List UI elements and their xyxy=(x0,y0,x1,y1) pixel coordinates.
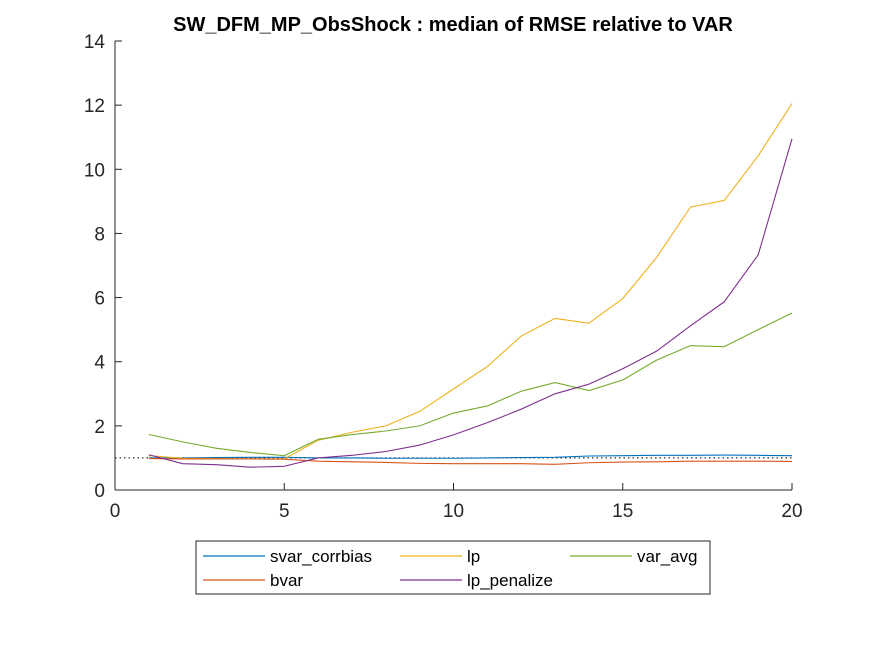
y-tick-label: 14 xyxy=(84,32,106,53)
x-tick-label: 0 xyxy=(110,501,121,522)
series-line-svar-corrbias xyxy=(148,454,793,459)
legend-box xyxy=(195,540,711,595)
y-tick-label: 6 xyxy=(94,289,105,310)
chart-title: SW_DFM_MP_ObsShock : median of RMSE rela… xyxy=(173,14,733,36)
legend-label: lp_penalize xyxy=(467,571,553,590)
y-tick-label: 2 xyxy=(94,417,105,438)
legend-label: lp xyxy=(467,547,480,566)
y-tick-label: 8 xyxy=(94,224,105,245)
legend-label: var_avg xyxy=(637,547,697,566)
y-tick-label: 4 xyxy=(94,353,105,374)
y-tick-label: 0 xyxy=(94,481,105,502)
x-tick-label: 5 xyxy=(279,501,290,522)
series-line-lp-penalize xyxy=(148,138,793,468)
y-tick-label: 12 xyxy=(84,96,105,117)
series-line-var-avg xyxy=(148,312,793,457)
series-line-bvar xyxy=(148,458,793,465)
x-tick-label: 10 xyxy=(443,501,464,522)
axes: 0 5 10 15 20 0 2 4 6 8 10 12 14 xyxy=(84,32,803,522)
plot-area xyxy=(115,103,793,468)
legend-label: bvar xyxy=(270,571,303,590)
legend-label: svar_corrbias xyxy=(270,547,372,566)
x-tick-label: 15 xyxy=(612,501,633,522)
y-tick-label: 10 xyxy=(84,160,105,181)
x-tick-label: 20 xyxy=(781,501,802,522)
